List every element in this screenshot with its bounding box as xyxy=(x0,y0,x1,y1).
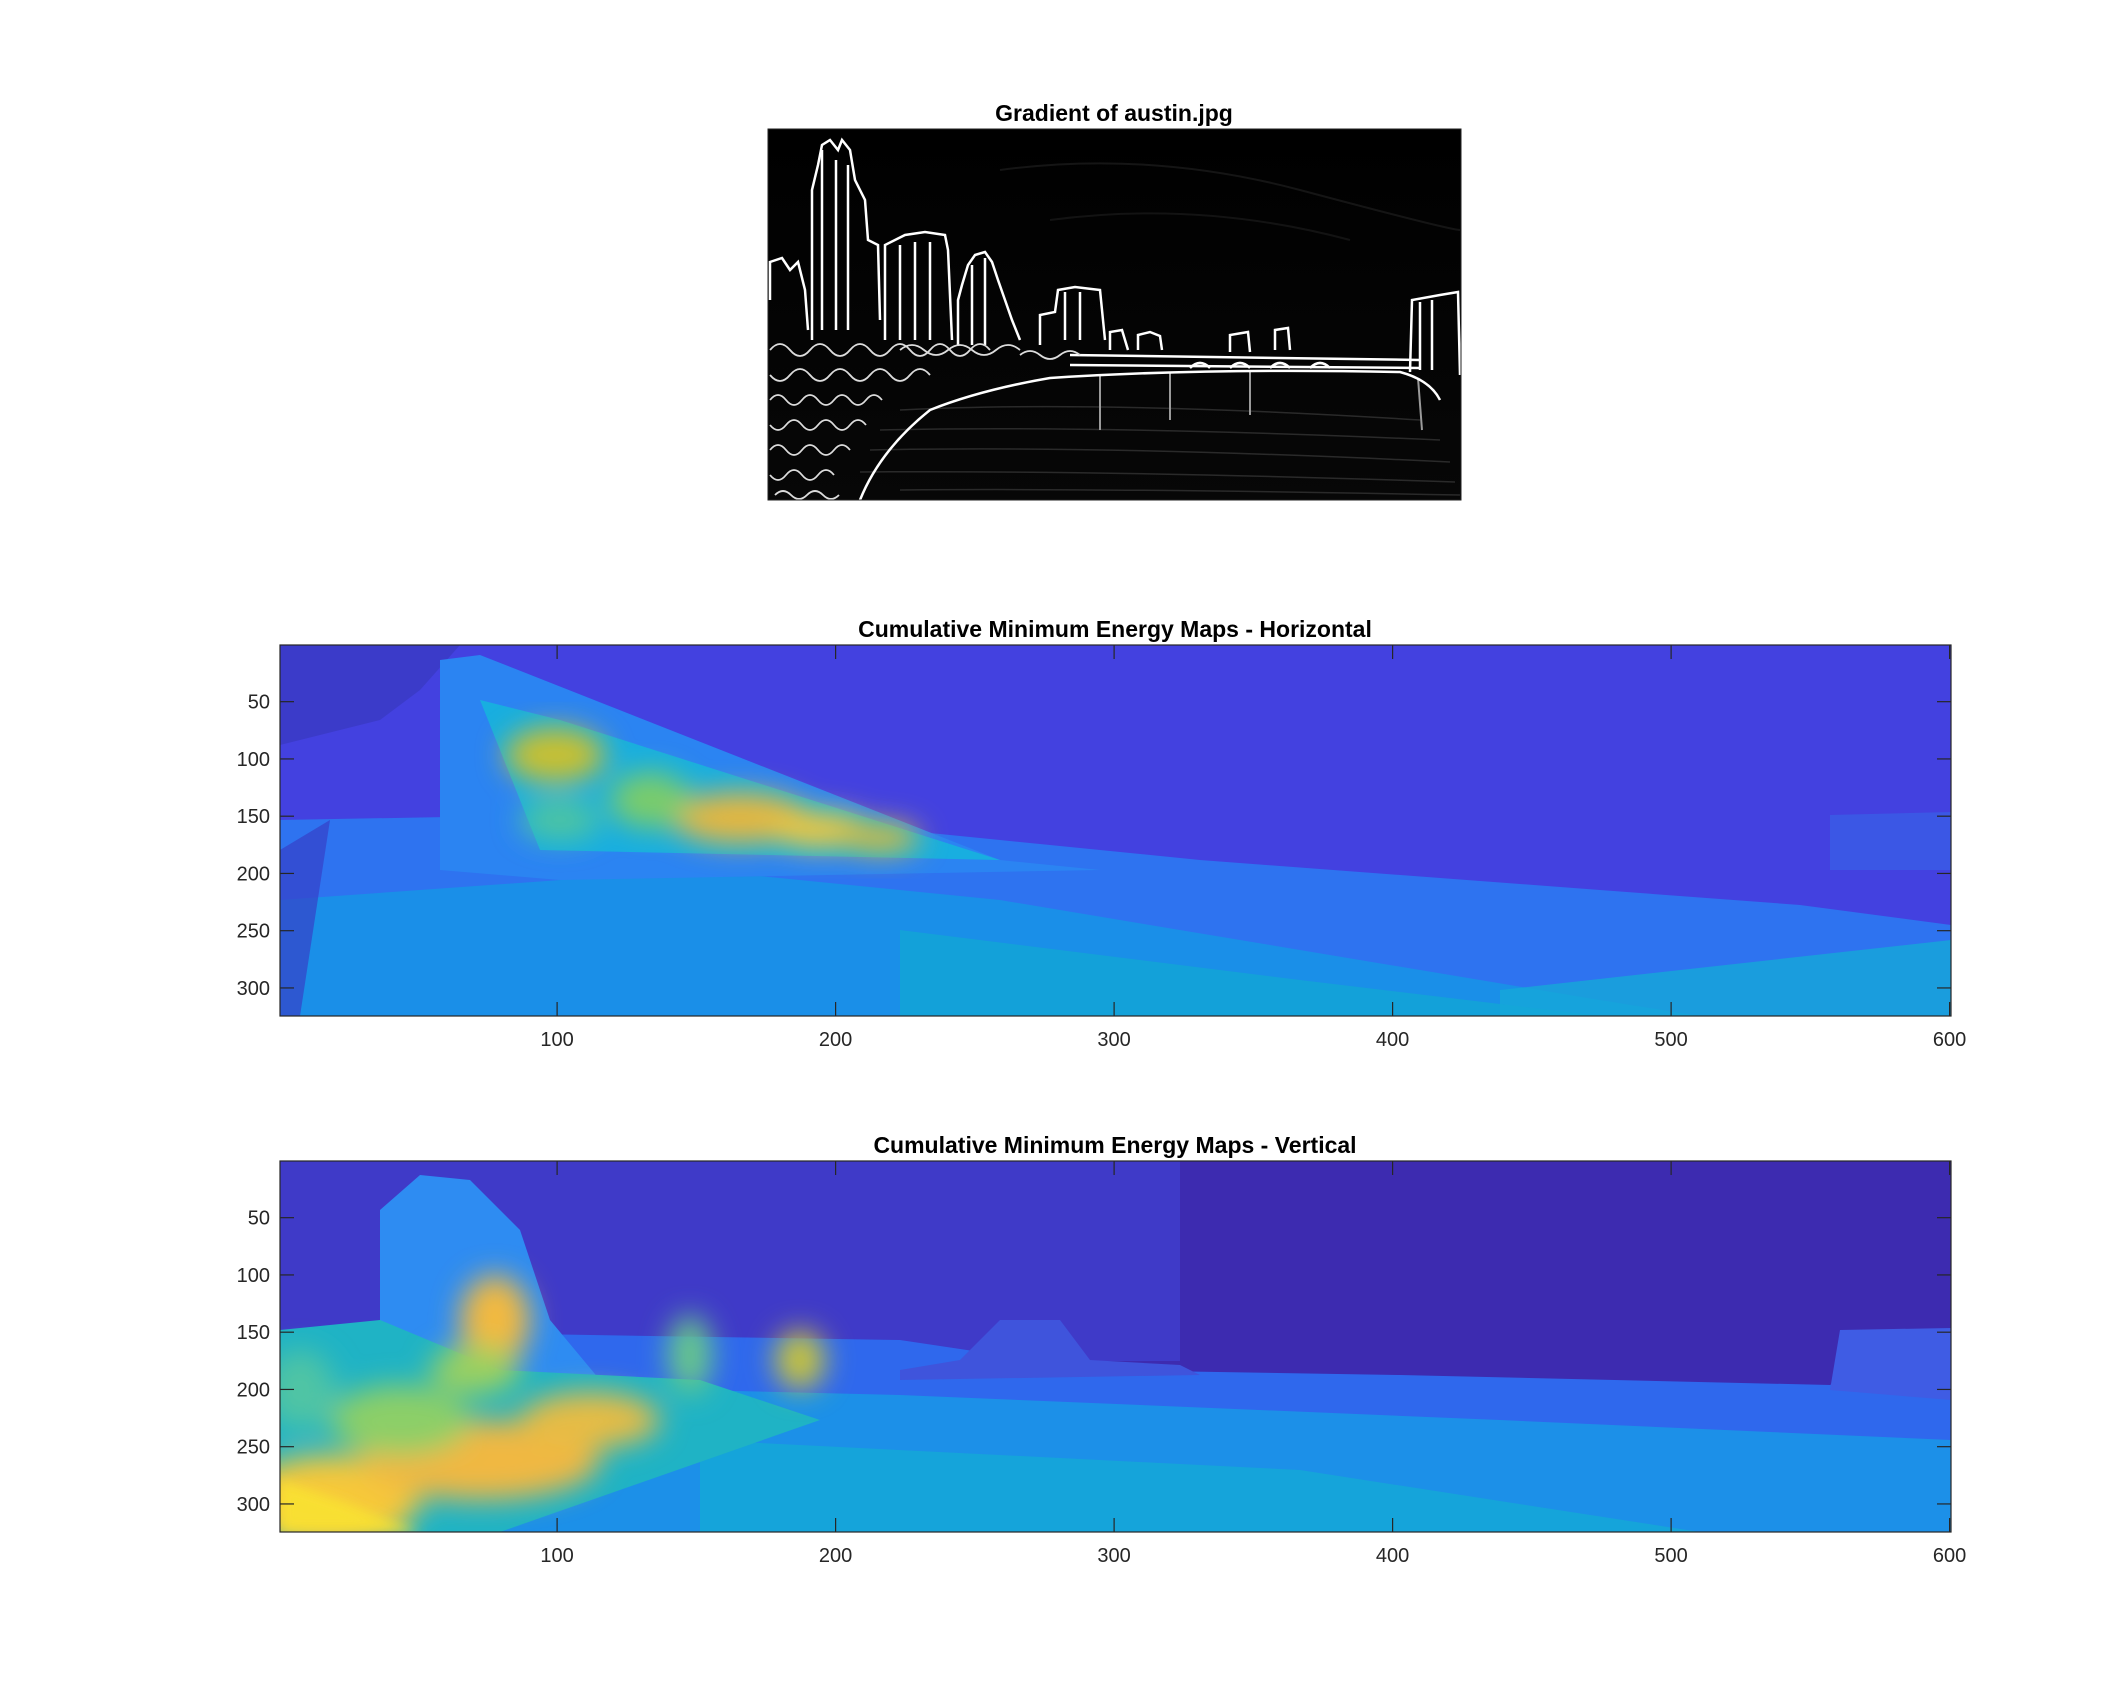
horizontal-x-tick-label: 100 xyxy=(540,1029,573,1051)
vertical-x-tick-label: 100 xyxy=(540,1545,573,1567)
horizontal-y-tick-label: 50 xyxy=(248,692,270,714)
vertical-y-tick-label: 250 xyxy=(237,1437,270,1459)
vertical-x-tick-label: 400 xyxy=(1376,1545,1409,1567)
vertical-y-tick-label: 50 xyxy=(248,1208,270,1230)
horizontal-y-ticks: 50 100 150 200 250 300 xyxy=(237,692,1951,1000)
horizontal-x-tick-label: 300 xyxy=(1097,1029,1130,1051)
horizontal-x-tick-label: 200 xyxy=(819,1029,852,1051)
vertical-title: Cumulative Minimum Energy Maps - Vertica… xyxy=(873,1132,1356,1158)
horizontal-x-ticks: 100 200 300 400 500 600 xyxy=(540,645,1966,1051)
vertical-frame xyxy=(279,1160,1952,1533)
horizontal-y-tick-label: 300 xyxy=(237,978,270,1000)
vertical-x-tick-label: 300 xyxy=(1097,1545,1130,1567)
vertical-y-ticks: 50 100 150 200 250 300 xyxy=(237,1208,1951,1516)
vertical-x-tick-label: 600 xyxy=(1933,1545,1966,1567)
horizontal-y-tick-label: 100 xyxy=(237,749,270,771)
gradient-image-frame xyxy=(767,128,1462,501)
horizontal-x-tick-label: 500 xyxy=(1654,1029,1687,1051)
horizontal-y-tick-label: 200 xyxy=(237,863,270,885)
vertical-y-tick-label: 100 xyxy=(237,1265,270,1287)
gradient-title: Gradient of austin.jpg xyxy=(995,100,1233,126)
vertical-y-tick-label: 300 xyxy=(237,1494,270,1516)
horizontal-y-tick-label: 150 xyxy=(237,806,270,828)
vertical-y-tick-label: 150 xyxy=(237,1322,270,1344)
horizontal-y-tick-label: 250 xyxy=(237,921,270,943)
horizontal-x-tick-label: 600 xyxy=(1933,1029,1966,1051)
vertical-x-tick-label: 200 xyxy=(819,1545,852,1567)
vertical-x-tick-label: 500 xyxy=(1654,1545,1687,1567)
vertical-x-ticks: 100 200 300 400 500 600 xyxy=(540,1161,1966,1567)
gradient-image xyxy=(768,129,1461,500)
vertical-heatmap xyxy=(280,1161,1951,1532)
gradient-panel: Gradient of austin.jpg xyxy=(767,100,1462,501)
horizontal-x-tick-label: 400 xyxy=(1376,1029,1409,1051)
horizontal-heatmap xyxy=(280,645,1951,1016)
horizontal-frame xyxy=(279,644,1952,1017)
vertical-y-tick-label: 200 xyxy=(237,1379,270,1401)
horizontal-panel: Cumulative Minimum Energy Maps - Horizon… xyxy=(237,616,1967,1051)
horizontal-title: Cumulative Minimum Energy Maps - Horizon… xyxy=(858,616,1372,642)
vertical-panel: Cumulative Minimum Energy Maps - Vertica… xyxy=(237,1132,1967,1567)
